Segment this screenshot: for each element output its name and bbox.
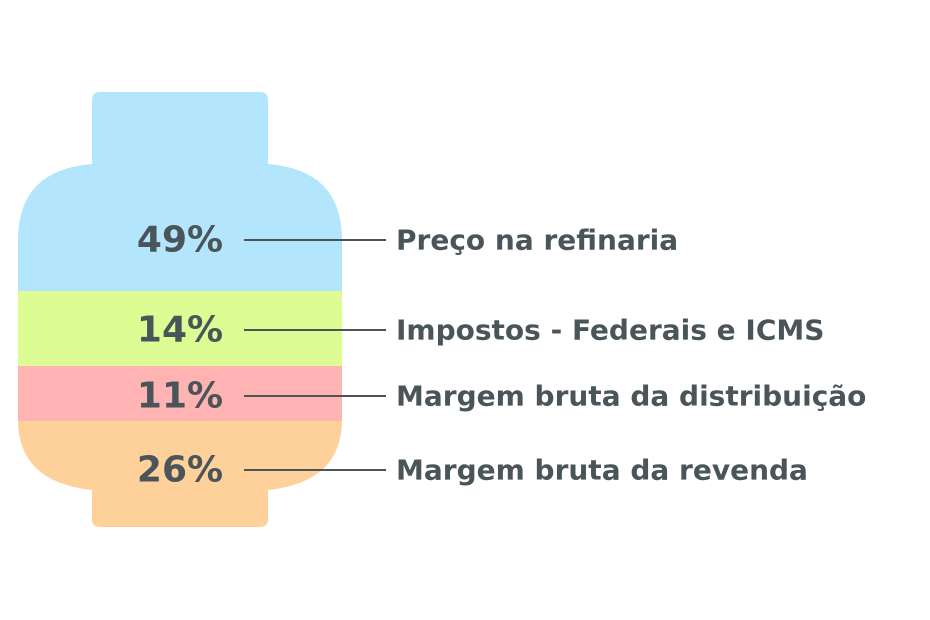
category-label-2: Impostos - Federais e ICMS [396, 314, 824, 347]
leader-lines [244, 239, 386, 471]
category-labels: Preço na refinaria Impostos - Federais e … [396, 224, 866, 487]
value-label-3: 11% [137, 376, 223, 417]
segment-1 [18, 92, 342, 291]
category-label-4: Margem bruta da revenda [396, 454, 808, 487]
value-label-2: 14% [137, 310, 223, 351]
category-label-3: Margem bruta da distribuição [396, 380, 866, 413]
value-label-4: 26% [137, 450, 223, 491]
segment-2 [18, 291, 342, 366]
percentage-labels: 49% 14% 11% 26% [137, 220, 223, 491]
segment-3 [18, 366, 342, 421]
value-label-1: 49% [137, 220, 223, 261]
category-label-1: Preço na refinaria [396, 224, 678, 257]
